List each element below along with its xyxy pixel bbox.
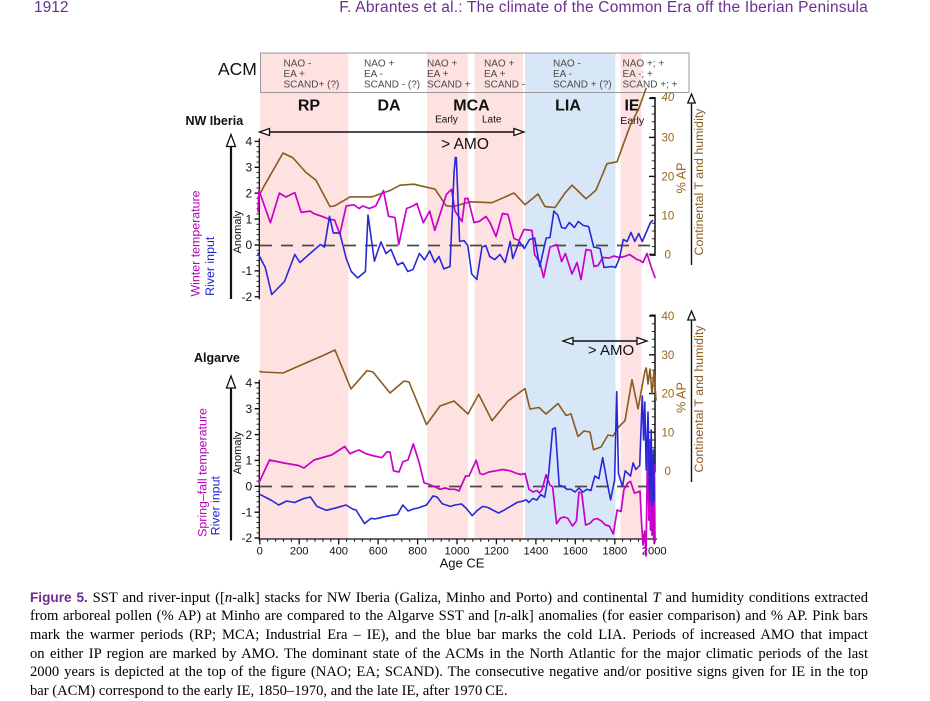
svg-text:800: 800 (408, 546, 427, 558)
svg-text:NAO +: NAO + (484, 59, 514, 70)
svg-text:4: 4 (246, 135, 253, 149)
svg-text:-2: -2 (242, 290, 253, 304)
svg-text:ACM: ACM (218, 59, 257, 79)
svg-text:% AP: % AP (675, 382, 689, 413)
svg-text:RP: RP (298, 98, 321, 115)
svg-text:600: 600 (369, 546, 388, 558)
svg-text:1600: 1600 (563, 546, 588, 558)
svg-text:1800: 1800 (602, 546, 627, 558)
svg-text:EA -; +: EA -; + (623, 69, 653, 80)
svg-text:10: 10 (662, 427, 675, 439)
svg-text:0: 0 (665, 250, 671, 262)
svg-text:River input: River input (203, 236, 217, 296)
svg-text:> AMO: > AMO (588, 342, 634, 359)
svg-text:> AMO: > AMO (441, 136, 489, 153)
svg-text:Anomaly: Anomaly (232, 431, 244, 474)
svg-text:EA +: EA + (284, 69, 306, 80)
svg-text:30: 30 (662, 350, 675, 362)
svg-text:EA -: EA - (553, 69, 572, 80)
svg-text:SCAND -: SCAND - (484, 80, 525, 91)
svg-text:NW Iberia: NW Iberia (186, 114, 245, 128)
svg-text:Early: Early (435, 115, 458, 126)
svg-text:2000: 2000 (642, 546, 667, 558)
svg-text:EA -: EA - (364, 69, 383, 80)
svg-text:2: 2 (246, 186, 253, 200)
svg-text:SCAND+ (?): SCAND+ (?) (284, 80, 340, 91)
svg-text:River input: River input (209, 476, 223, 536)
svg-text:SCAND + (?): SCAND + (?) (553, 80, 612, 91)
svg-text:Late: Late (482, 115, 502, 126)
svg-text:2: 2 (246, 428, 253, 442)
svg-text:% AP: % AP (675, 163, 689, 194)
svg-text:1000: 1000 (445, 546, 470, 558)
svg-text:NAO +: NAO + (364, 59, 394, 70)
svg-text:4: 4 (246, 376, 253, 390)
svg-text:Spring–fall temperature: Spring–fall temperature (196, 408, 210, 537)
svg-text:-1: -1 (242, 505, 253, 519)
svg-text:Continental T and humidity: Continental T and humidity (692, 108, 706, 256)
svg-text:3: 3 (246, 161, 253, 175)
svg-text:40: 40 (662, 311, 675, 323)
svg-text:SCAND +; +: SCAND +; + (623, 80, 678, 91)
svg-text:SCAND +: SCAND + (427, 80, 471, 91)
svg-text:1200: 1200 (484, 546, 509, 558)
svg-text:400: 400 (329, 546, 348, 558)
svg-text:20: 20 (662, 389, 675, 401)
svg-text:1: 1 (246, 454, 253, 468)
svg-text:3: 3 (246, 402, 253, 416)
svg-text:200: 200 (290, 546, 309, 558)
svg-text:20: 20 (662, 172, 675, 184)
svg-text:30: 30 (662, 133, 675, 145)
svg-text:NAO -: NAO - (553, 59, 581, 70)
svg-text:10: 10 (662, 211, 675, 223)
svg-text:DA: DA (377, 98, 401, 115)
svg-text:40: 40 (662, 92, 675, 104)
svg-text:Winter temperature: Winter temperature (189, 190, 203, 296)
svg-text:0: 0 (246, 480, 253, 494)
svg-text:MCA: MCA (453, 98, 490, 115)
svg-text:0: 0 (665, 466, 671, 478)
svg-text:LIA: LIA (555, 98, 581, 115)
svg-text:EA +: EA + (427, 69, 449, 80)
svg-text:0: 0 (257, 546, 263, 558)
svg-text:Continental T and humidity: Continental T and humidity (692, 325, 706, 473)
svg-text:NAO +: NAO + (427, 59, 457, 70)
svg-text:NAO +; +: NAO +; + (623, 59, 665, 70)
svg-text:SCAND - (?): SCAND - (?) (364, 80, 420, 91)
svg-text:Anomaly: Anomaly (232, 210, 244, 253)
svg-text:0: 0 (246, 238, 253, 252)
svg-text:Algarve: Algarve (194, 351, 240, 365)
svg-text:-1: -1 (242, 264, 253, 278)
svg-text:1400: 1400 (523, 546, 548, 558)
svg-text:1: 1 (246, 212, 253, 226)
svg-text:EA +: EA + (484, 69, 506, 80)
svg-text:Age CE: Age CE (440, 556, 485, 571)
svg-text:-2: -2 (242, 531, 253, 545)
svg-text:NAO -: NAO - (284, 59, 312, 70)
svg-text:IE: IE (624, 98, 639, 115)
